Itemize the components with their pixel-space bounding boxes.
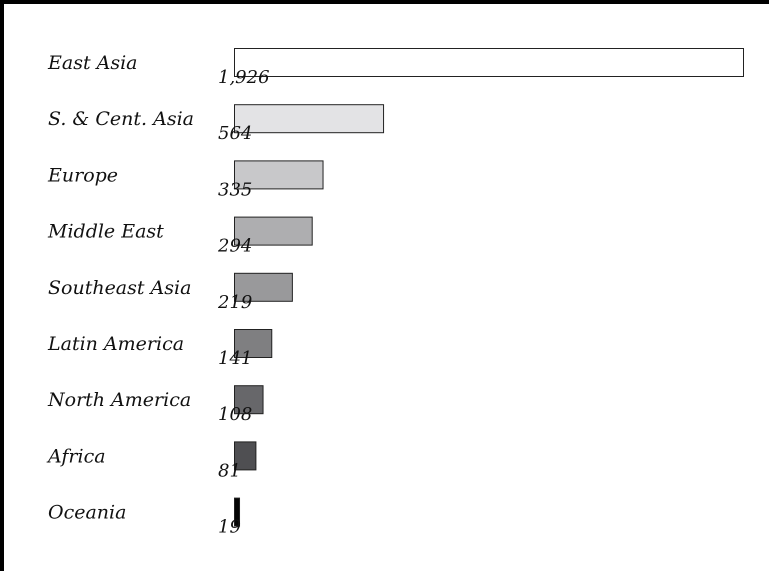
category-label: S. & Cent. Asia xyxy=(48,108,194,130)
bar xyxy=(234,48,744,77)
bar xyxy=(234,216,313,246)
bar xyxy=(234,272,293,302)
value-label: 564 xyxy=(218,123,252,144)
value-label: 108 xyxy=(218,404,252,425)
value-label: 81 xyxy=(218,460,241,481)
bar xyxy=(234,329,273,358)
bar xyxy=(234,385,264,415)
value-label: 141 xyxy=(218,348,252,369)
value-label: 294 xyxy=(217,236,252,257)
bar xyxy=(234,160,324,190)
category-label: Middle East xyxy=(47,221,164,243)
bar xyxy=(234,104,385,134)
category-label: North America xyxy=(47,389,191,411)
category-label: East Asia xyxy=(47,52,138,74)
value-label: 335 xyxy=(218,179,252,200)
category-label: Latin America xyxy=(47,333,184,355)
bar xyxy=(234,441,257,471)
category-label: Europe xyxy=(47,164,118,186)
value-label: 1,926 xyxy=(218,67,270,88)
category-label: Africa xyxy=(46,445,106,467)
value-label: 219 xyxy=(217,292,252,313)
category-label: Oceania xyxy=(48,502,126,524)
bar-chart: East Asia 1,926 S. & Cent. Asia 564 Europe 33… xyxy=(46,48,744,538)
category-label: Southeast Asia xyxy=(48,277,191,299)
bar xyxy=(234,497,241,527)
value-label: 19 xyxy=(218,517,241,538)
